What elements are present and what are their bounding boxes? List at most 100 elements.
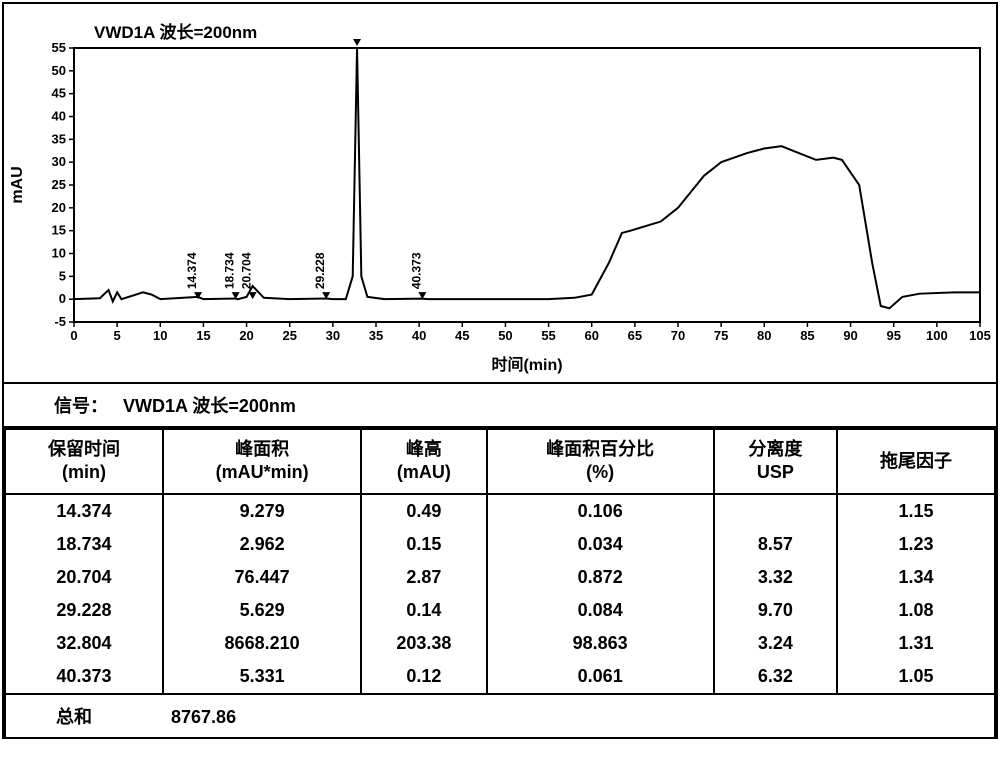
- svg-text:40: 40: [412, 328, 426, 343]
- table-row: 32.8048668.210203.3898.8633.241.31: [5, 627, 995, 660]
- cell: 203.38: [361, 627, 486, 660]
- svg-text:30: 30: [52, 154, 66, 169]
- cell: 1.15: [837, 494, 995, 528]
- svg-text:29.228: 29.228: [313, 252, 327, 289]
- cell: 0.12: [361, 660, 486, 694]
- cell: 40.373: [5, 660, 163, 694]
- peak-table: 保留时间(min)峰面积(mAU*min)峰高(mAU)峰面积百分比(%)分离度…: [4, 428, 996, 737]
- cell: [714, 494, 837, 528]
- svg-text:mAU: mAU: [9, 166, 26, 203]
- svg-text:10: 10: [52, 246, 66, 261]
- svg-text:50: 50: [498, 328, 512, 343]
- svg-text:时间(min): 时间(min): [491, 355, 562, 374]
- svg-text:70: 70: [671, 328, 685, 343]
- cell: 20.704: [5, 561, 163, 594]
- cell: 0.14: [361, 594, 486, 627]
- signal-row: 信号： VWD1A 波长=200nm: [4, 384, 996, 428]
- svg-text:20.704: 20.704: [240, 252, 254, 289]
- svg-text:10: 10: [153, 328, 167, 343]
- cell: 9.70: [714, 594, 837, 627]
- svg-text:50: 50: [52, 63, 66, 78]
- signal-prefix: 信号：: [54, 396, 108, 416]
- svg-text:40: 40: [52, 109, 66, 124]
- chart-svg: -5 0 5 10 15 20 25 30 35 40 45 50 55 0 5 10 15 20 25 30 35 40…: [4, 38, 1000, 378]
- svg-text:80: 80: [757, 328, 771, 343]
- cell: 9.279: [163, 494, 361, 528]
- svg-text:60: 60: [584, 328, 598, 343]
- cell: 0.106: [487, 494, 714, 528]
- cell: 8.57: [714, 528, 837, 561]
- svg-text:75: 75: [714, 328, 728, 343]
- svg-text:-5: -5: [54, 314, 66, 329]
- svg-text:35: 35: [52, 131, 66, 146]
- total-label: 总和: [56, 703, 166, 729]
- svg-text:95: 95: [886, 328, 900, 343]
- svg-text:45: 45: [455, 328, 469, 343]
- svg-text:18.734: 18.734: [223, 252, 237, 289]
- cell: 8668.210: [163, 627, 361, 660]
- cell: 6.32: [714, 660, 837, 694]
- cell: 98.863: [487, 627, 714, 660]
- col-header-2: 峰高(mAU): [361, 429, 486, 494]
- cell: 5.629: [163, 594, 361, 627]
- cell: 76.447: [163, 561, 361, 594]
- table-row: 14.3749.2790.490.106 1.15: [5, 494, 995, 528]
- svg-text:90: 90: [843, 328, 857, 343]
- svg-text:5: 5: [59, 268, 66, 283]
- cell: 1.08: [837, 594, 995, 627]
- svg-text:85: 85: [800, 328, 814, 343]
- svg-text:5: 5: [114, 328, 121, 343]
- cell: 0.034: [487, 528, 714, 561]
- cell: 1.23: [837, 528, 995, 561]
- svg-text:25: 25: [52, 177, 66, 192]
- svg-text:35: 35: [369, 328, 383, 343]
- svg-text:100: 100: [926, 328, 948, 343]
- cell: 29.228: [5, 594, 163, 627]
- svg-text:20: 20: [52, 200, 66, 215]
- svg-text:0: 0: [59, 291, 66, 306]
- svg-text:30: 30: [326, 328, 340, 343]
- cell: 32.804: [5, 627, 163, 660]
- cell: 0.49: [361, 494, 486, 528]
- signal-value: VWD1A 波长=200nm: [123, 396, 296, 416]
- cell: 5.331: [163, 660, 361, 694]
- cell: 1.34: [837, 561, 995, 594]
- svg-text:55: 55: [541, 328, 555, 343]
- col-header-1: 峰面积(mAU*min): [163, 429, 361, 494]
- cell: 3.32: [714, 561, 837, 594]
- svg-text:14.374: 14.374: [185, 252, 199, 289]
- total-row: 总和 8767.86: [5, 694, 995, 737]
- col-header-0: 保留时间(min): [5, 429, 163, 494]
- cell: 1.05: [837, 660, 995, 694]
- svg-text:25: 25: [282, 328, 296, 343]
- svg-text:40.373: 40.373: [409, 252, 423, 289]
- cell: 2.962: [163, 528, 361, 561]
- cell: 0.084: [487, 594, 714, 627]
- report-container: VWD1A 波长=200nm -505101520253035404550550…: [2, 2, 998, 739]
- table-row: 29.2285.6290.140.0849.701.08: [5, 594, 995, 627]
- svg-text:0: 0: [70, 328, 77, 343]
- cell: 0.872: [487, 561, 714, 594]
- svg-text:45: 45: [52, 86, 66, 101]
- table-row: 18.7342.9620.150.0348.571.23: [5, 528, 995, 561]
- svg-text:55: 55: [52, 40, 66, 55]
- cell: 2.87: [361, 561, 486, 594]
- table-row: 40.3735.3310.120.0616.321.05: [5, 660, 995, 694]
- svg-text:65: 65: [628, 328, 642, 343]
- col-header-5: 拖尾因子: [837, 429, 995, 494]
- cell: 1.31: [837, 627, 995, 660]
- svg-text:105: 105: [969, 328, 991, 343]
- cell: 14.374: [5, 494, 163, 528]
- col-header-4: 分离度USP: [714, 429, 837, 494]
- cell: 3.24: [714, 627, 837, 660]
- cell: 0.061: [487, 660, 714, 694]
- total-value: 8767.86: [171, 707, 236, 727]
- cell: 0.15: [361, 528, 486, 561]
- svg-text:15: 15: [196, 328, 210, 343]
- cell: 18.734: [5, 528, 163, 561]
- chromatogram-chart: VWD1A 波长=200nm -505101520253035404550550…: [4, 4, 996, 384]
- svg-text:15: 15: [52, 223, 66, 238]
- table-row: 20.70476.4472.870.8723.321.34: [5, 561, 995, 594]
- col-header-3: 峰面积百分比(%): [487, 429, 714, 494]
- svg-text:20: 20: [239, 328, 253, 343]
